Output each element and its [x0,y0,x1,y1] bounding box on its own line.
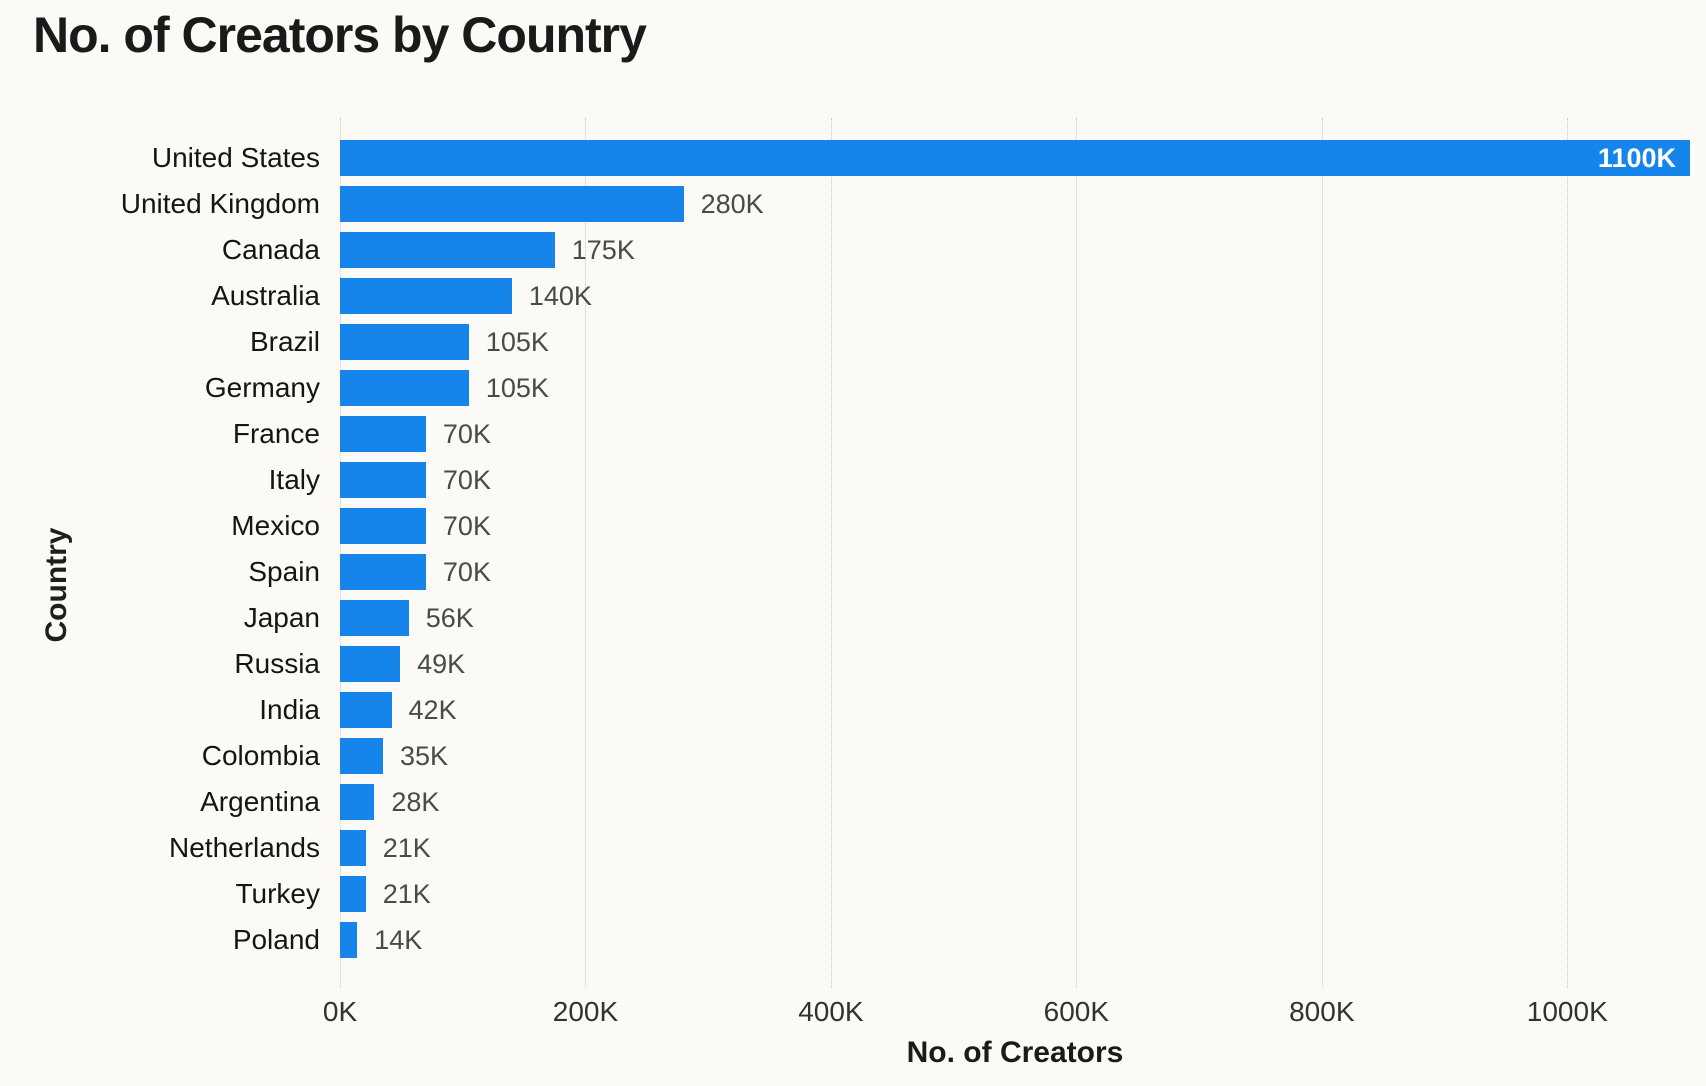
bar[interactable] [340,462,426,498]
x-axis-title: No. of Creators [906,1036,1124,1069]
bar[interactable] [340,232,555,268]
bar[interactable] [340,922,358,958]
category-label: Poland [232,924,320,955]
category-label: Argentina [200,786,320,817]
category-label: United Kingdom [120,188,320,219]
data-label: 49K [417,648,466,679]
bar[interactable] [340,416,426,452]
bar-row: Japan 56K [244,595,1690,641]
gridline [1076,118,1078,988]
x-tick-label: 0K [322,996,358,1027]
data-label: 56K [425,602,474,633]
category-label: United States [151,142,320,173]
bar-row: India 42K [259,687,1690,733]
bar-row: Canada 175K [222,227,1690,273]
category-label: Italy [268,464,320,495]
bar[interactable] [340,692,392,728]
bar[interactable] [340,508,426,544]
bar[interactable] [340,600,409,636]
bar-row: Poland 14K [233,917,1690,963]
data-label: 70K [442,556,491,587]
plot-area: United States 1100K United Kingdom 280K Cana… [121,118,1690,988]
data-label: 140K [528,280,592,311]
bar-row: Netherlands 21K [169,825,1690,871]
category-label: Netherlands [169,832,320,863]
data-label: 14K [374,924,423,955]
gridline [340,118,341,988]
bar-row: United Kingdom 280K [121,181,1690,227]
category-label: Brazil [249,326,320,357]
bar-rows: United States 1100K United Kingdom 280K Cana… [121,135,1690,963]
bar[interactable] [340,370,469,406]
data-label: 35K [399,740,448,771]
data-label: 42K [408,694,457,725]
data-label: 105K [485,372,549,403]
bar-row: Russia 49K [234,641,1690,687]
bar[interactable] [340,554,426,590]
gridline [1321,118,1323,988]
bar[interactable] [340,324,469,360]
data-label: 70K [442,418,491,449]
data-label: 21K [382,832,431,863]
bar-row: Argentina 28K [200,779,1690,825]
category-label: Spain [248,556,320,587]
data-label: 21K [382,878,431,909]
bar[interactable] [340,738,383,774]
gridline [585,118,587,988]
category-label: Japan [243,602,320,633]
bar[interactable] [340,278,512,314]
data-label: 1100K [1597,142,1676,173]
gridline [1567,118,1569,988]
x-axis-tick-labels: 0K 200K 400K 600K 800K 1000K [323,996,1690,1030]
bar-row: Brazil 105K [250,319,1690,365]
bar[interactable] [340,646,401,682]
data-label: 280K [700,188,764,219]
bar-row: Colombia 35K [202,733,1690,779]
bar-row: Australia 140K [211,273,1690,319]
category-label: Australia [211,280,320,311]
category-label: Canada [221,234,320,265]
data-label: 105K [485,326,549,357]
category-label: Germany [204,372,320,403]
data-label: 28K [391,786,440,817]
bar-row: Spain 70K [248,549,1690,595]
x-tick-label: 600K [1043,996,1110,1027]
chart-title: No. of Creators by Country [33,7,647,63]
x-tick-label: 800K [1289,996,1355,1027]
category-label: Russia [234,648,320,679]
category-label: Turkey [235,878,320,909]
bar[interactable] [340,186,684,222]
bar[interactable] [340,784,375,820]
bar-row: United States 1100K [152,135,1690,181]
category-label: France [232,418,320,449]
bar[interactable] [340,876,366,912]
category-label: India [259,694,320,725]
x-tick-label: 400K [798,996,864,1027]
bar[interactable]: 1100K [340,140,1690,176]
data-label: 70K [442,510,491,541]
bar-row: Italy 70K [269,457,1690,503]
category-label: Mexico [231,510,320,541]
data-label: 70K [442,464,491,495]
bar-row: France 70K [233,411,1690,457]
gridline [830,118,832,988]
bar[interactable] [340,830,366,866]
bar-row: Turkey 21K [235,871,1690,917]
x-tick-label: 200K [552,996,619,1027]
data-label: 175K [571,234,635,265]
y-axis-title: Country [40,527,73,643]
bar-row: Germany 105K [205,365,1690,411]
bar-row: Mexico 70K [231,503,1690,549]
x-tick-label: 1000K [1526,996,1608,1027]
category-label: Colombia [201,740,320,771]
